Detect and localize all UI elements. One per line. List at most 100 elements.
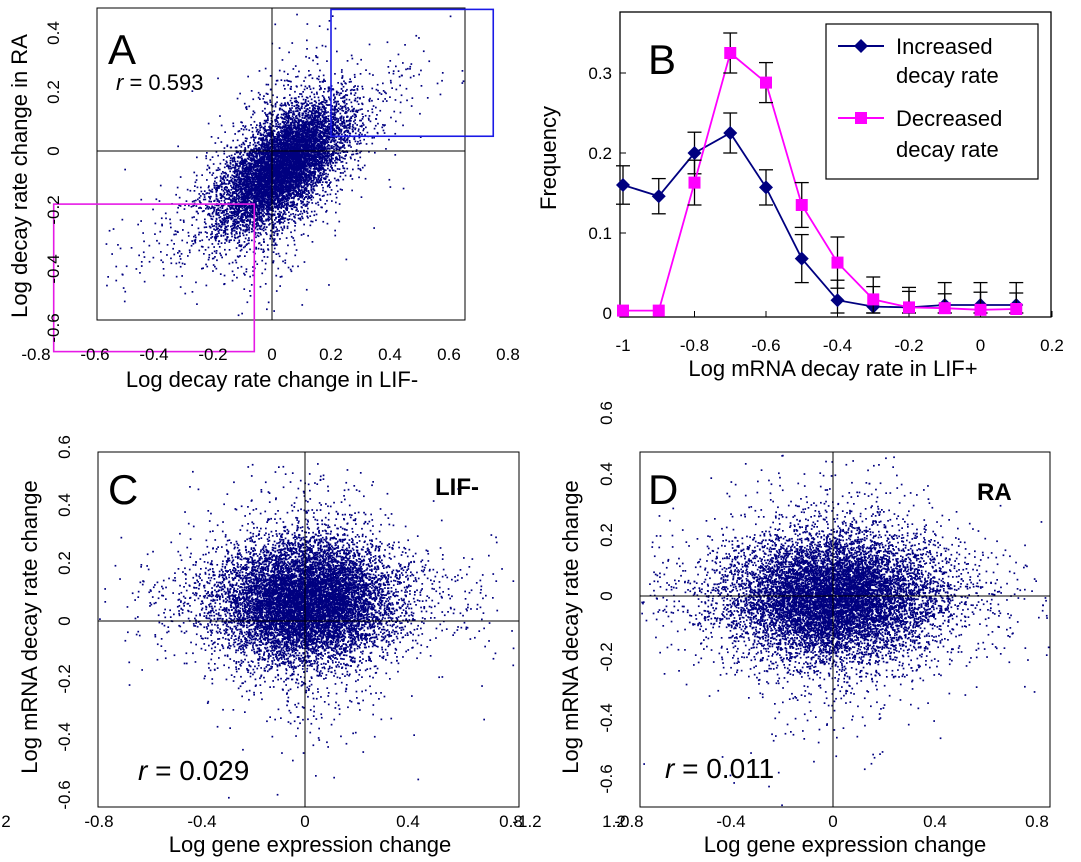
panel-a-point	[376, 114, 378, 116]
panel-a-point	[217, 200, 219, 202]
panel-a-point	[337, 82, 339, 84]
panel-a-point	[227, 145, 229, 147]
panel-a-point	[214, 256, 216, 258]
panel-a-point	[350, 158, 352, 160]
panel-a-point	[201, 191, 203, 193]
panel-a-point	[267, 122, 269, 124]
panel-a-point	[263, 241, 265, 243]
panel-a-point	[267, 103, 269, 105]
panel-a-point	[196, 219, 198, 221]
panel-a-point	[327, 111, 329, 113]
panel-a-point	[287, 219, 289, 221]
panel-a-point	[233, 185, 235, 187]
panel-a-point	[236, 228, 238, 230]
panel-a-point	[333, 137, 335, 139]
panel-a-point	[309, 215, 311, 217]
panel-a-point	[365, 178, 367, 180]
panel-a-point	[263, 95, 265, 97]
panel-a-point	[296, 14, 298, 16]
panel-a-point	[339, 123, 341, 125]
panel-a-point	[322, 187, 324, 189]
panel-a-point	[206, 152, 208, 154]
panel-a-point	[250, 137, 252, 139]
panel-a-point	[219, 229, 221, 231]
panel-a-point	[204, 219, 206, 221]
panel-a-point	[314, 96, 316, 98]
panel-a-point	[263, 239, 265, 241]
panel-a-point	[308, 178, 310, 180]
panel-a-point	[267, 129, 269, 131]
panel-a-point	[259, 129, 261, 131]
panel-a-point	[221, 141, 223, 143]
panel-a-point	[260, 228, 262, 230]
panel-a-point	[371, 88, 373, 90]
panel-a-point	[239, 93, 241, 95]
panel-a-point	[337, 141, 339, 143]
panel-a-point	[195, 282, 197, 284]
panel-a-point	[339, 168, 341, 170]
panel-a-point	[286, 253, 288, 255]
panel-a-point	[260, 286, 262, 288]
panel-a-point	[251, 90, 253, 92]
panel-a-point	[278, 230, 280, 232]
panel-a-point	[236, 277, 238, 279]
panel-a-point	[282, 222, 284, 224]
panel-a-point	[365, 69, 367, 71]
panel-a-point	[319, 70, 321, 72]
panel-a-point	[340, 105, 342, 107]
panel-a-point	[229, 155, 231, 157]
panel-a-point	[232, 159, 234, 161]
panel-a-point	[263, 220, 265, 222]
panel-a-point	[274, 24, 276, 26]
panel-a-point	[269, 140, 271, 142]
panel-a-point	[138, 255, 140, 257]
panel-a-point	[390, 82, 392, 84]
panel-a-point	[306, 201, 308, 203]
panel-a-point	[419, 113, 421, 115]
panel-a-point	[196, 179, 198, 181]
panel-a-point	[276, 290, 278, 292]
panel-a-point	[123, 287, 125, 289]
panel-a-point	[284, 71, 286, 73]
panel-a-point	[360, 142, 362, 144]
panel-a-point	[230, 185, 232, 187]
panel-a-point	[395, 66, 397, 68]
panel-a-point	[394, 133, 396, 135]
panel-a-point	[187, 189, 189, 191]
panel-a-point	[363, 128, 365, 130]
panel-a-point	[379, 92, 381, 94]
panel-a-point	[261, 273, 263, 275]
panel-a-point	[325, 102, 327, 104]
panel-a-point	[231, 175, 233, 177]
panel-a-point	[317, 202, 319, 204]
panel-a-point	[415, 35, 417, 37]
panel-a-point	[319, 106, 321, 108]
panel-a-point	[314, 123, 316, 125]
panel-a-point	[411, 63, 413, 65]
panel-a-point	[337, 110, 339, 112]
panel-a-point	[273, 110, 275, 112]
panel-a-point	[251, 240, 253, 242]
panel-a-point	[342, 97, 344, 99]
panel-a-point	[223, 153, 225, 155]
panel-a-point	[331, 168, 333, 170]
panel-a-point	[208, 193, 210, 195]
panel-a-point	[291, 270, 293, 272]
panel-a-point	[308, 202, 310, 204]
panel-a-point	[140, 199, 142, 201]
panel-a-point	[346, 259, 348, 261]
panel-a-point	[308, 112, 310, 114]
panel-a-point	[351, 190, 353, 192]
panel-a-point	[287, 227, 289, 229]
panel-a-point	[212, 236, 214, 238]
panel-a-point	[393, 70, 395, 72]
panel-a-point	[183, 220, 185, 222]
panel-a-point	[158, 243, 160, 245]
panel-a-point	[272, 262, 274, 264]
panel-a-point	[230, 160, 232, 162]
panel-a-point	[113, 228, 115, 230]
panel-a-point	[281, 114, 283, 116]
panel-a-point	[393, 111, 395, 113]
panel-a-point	[273, 244, 275, 246]
